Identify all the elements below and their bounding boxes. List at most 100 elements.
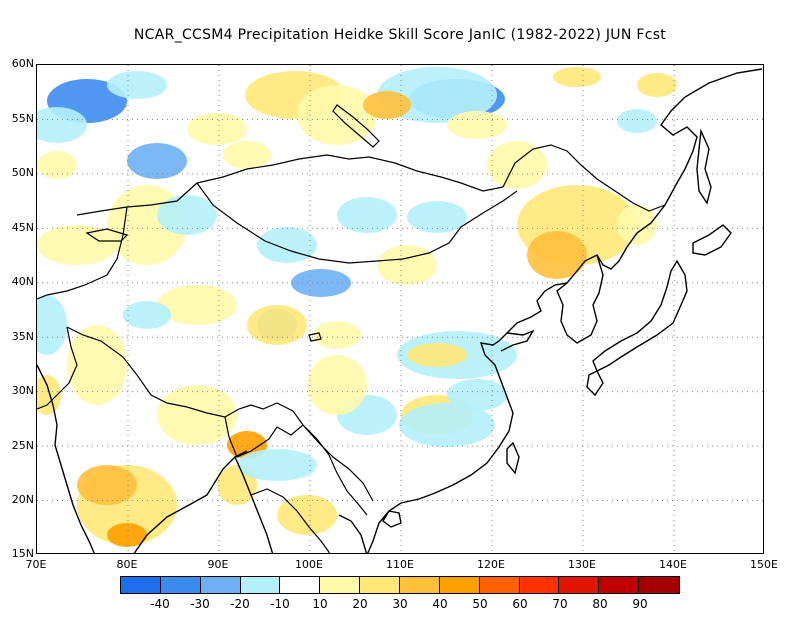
coastline-hokkaido bbox=[692, 224, 732, 256]
colorbar-label: 90 bbox=[632, 597, 648, 611]
skill-patch bbox=[527, 231, 587, 279]
skill-patch bbox=[377, 245, 437, 285]
skill-patch bbox=[237, 449, 317, 481]
coastline-kyushu bbox=[586, 370, 604, 397]
colorbar-label: 30 bbox=[392, 597, 408, 611]
border-china-russia-ne bbox=[502, 144, 666, 212]
coastline-indochina bbox=[234, 456, 274, 553]
skill-patch bbox=[307, 355, 367, 415]
colorbar-swatch bbox=[240, 577, 281, 593]
skill-patch bbox=[399, 403, 495, 447]
skill-patch bbox=[277, 495, 337, 535]
skill-patch bbox=[107, 523, 147, 547]
skill-patch bbox=[37, 375, 61, 415]
coastline-india bbox=[37, 364, 95, 553]
border-india-pakistan bbox=[37, 326, 78, 410]
skill-patch bbox=[187, 113, 247, 145]
border-kazakhstan bbox=[76, 182, 198, 216]
colorbar-swatch bbox=[200, 577, 241, 593]
colorbar-swatch bbox=[639, 577, 680, 593]
border-thailand bbox=[250, 488, 331, 553]
border-mongolia-north bbox=[196, 154, 504, 192]
skill-patch bbox=[407, 343, 467, 367]
lon-label: 140E bbox=[659, 558, 687, 571]
skill-patch bbox=[257, 227, 317, 263]
border-kazakh-china bbox=[37, 206, 128, 300]
lat-label: 20N bbox=[11, 493, 34, 506]
colorbar-label: 60 bbox=[512, 597, 528, 611]
lat-label: 25N bbox=[11, 439, 34, 452]
skill-score-map bbox=[36, 64, 764, 554]
coastline-shandong bbox=[500, 329, 535, 352]
colorbar-swatch bbox=[439, 577, 480, 593]
colorbar-label: 70 bbox=[552, 597, 568, 611]
map-canvas bbox=[37, 65, 763, 553]
colorbar bbox=[120, 576, 680, 594]
coastline-japan bbox=[592, 259, 688, 372]
border-myanmar bbox=[224, 416, 368, 516]
border-laos-vietnam bbox=[302, 424, 374, 502]
lake-qinghai bbox=[308, 332, 322, 342]
colorbar-label: 40 bbox=[432, 597, 448, 611]
colorbar-swatch bbox=[479, 577, 520, 593]
colorbar-swatch bbox=[519, 577, 560, 593]
lat-label: 50N bbox=[11, 166, 34, 179]
lon-label: 110E bbox=[386, 558, 414, 571]
colorbar-swatch bbox=[280, 577, 321, 593]
colorbar-label: -30 bbox=[190, 597, 210, 611]
skill-patch bbox=[77, 465, 137, 505]
lon-label: 70E bbox=[25, 558, 47, 571]
country-borders bbox=[37, 144, 666, 553]
lat-label: 30N bbox=[11, 384, 34, 397]
lat-label: 35N bbox=[11, 330, 34, 343]
skill-patch bbox=[157, 195, 217, 235]
skill-patch bbox=[447, 111, 507, 139]
colorbar-label: 50 bbox=[472, 597, 488, 611]
colorbar-label: 20 bbox=[352, 597, 368, 611]
coastline-china bbox=[367, 68, 763, 553]
colorbar-label: -40 bbox=[150, 597, 170, 611]
coastline-korea bbox=[556, 254, 604, 344]
skill-patch bbox=[553, 67, 601, 87]
skill-patch bbox=[637, 73, 677, 97]
skill-patch bbox=[337, 197, 397, 233]
skill-patch bbox=[291, 269, 351, 297]
skill-patch bbox=[223, 141, 271, 169]
lat-label: 15N bbox=[11, 547, 34, 560]
map-title: NCAR_CCSM4 Precipitation Heidke Skill Sc… bbox=[133, 27, 667, 43]
skill-patch bbox=[617, 205, 657, 245]
lon-label: 100E bbox=[295, 558, 323, 571]
skill-patch bbox=[157, 285, 237, 325]
lat-label: 45N bbox=[11, 221, 34, 234]
skill-patch bbox=[157, 385, 237, 445]
border-mongolia-south bbox=[196, 182, 518, 264]
skill-patch bbox=[67, 325, 127, 405]
coastline-bay-bengal bbox=[133, 450, 248, 553]
skill-patch bbox=[363, 91, 411, 119]
skill-patch bbox=[37, 295, 67, 355]
lake-baikal bbox=[332, 104, 380, 148]
coastline-hainan bbox=[382, 510, 402, 528]
colorbar-swatch bbox=[160, 577, 201, 593]
colorbar-swatch bbox=[599, 577, 640, 593]
colorbar-swatch bbox=[400, 577, 440, 593]
coastline-taiwan bbox=[506, 441, 520, 475]
lon-label: 130E bbox=[568, 558, 596, 571]
map-gridlines bbox=[37, 65, 763, 553]
colorbar-swatch bbox=[559, 577, 600, 593]
coastlines bbox=[37, 68, 763, 553]
coastline-gulf-tonkin bbox=[338, 514, 368, 553]
colorbar-label: -10 bbox=[270, 597, 290, 611]
skill-patch bbox=[37, 107, 87, 143]
skill-patch bbox=[313, 321, 361, 349]
lat-label: 55N bbox=[11, 112, 34, 125]
colorbar-swatch bbox=[360, 577, 401, 593]
coastline-sakhalin bbox=[696, 128, 712, 205]
skill-patch bbox=[123, 301, 171, 329]
skill-patch bbox=[37, 151, 77, 179]
colorbar-swatch bbox=[320, 577, 361, 593]
lon-label: 90E bbox=[207, 558, 229, 571]
border-himalaya bbox=[66, 326, 304, 426]
skill-patch bbox=[247, 305, 307, 345]
skill-patch bbox=[617, 109, 657, 133]
